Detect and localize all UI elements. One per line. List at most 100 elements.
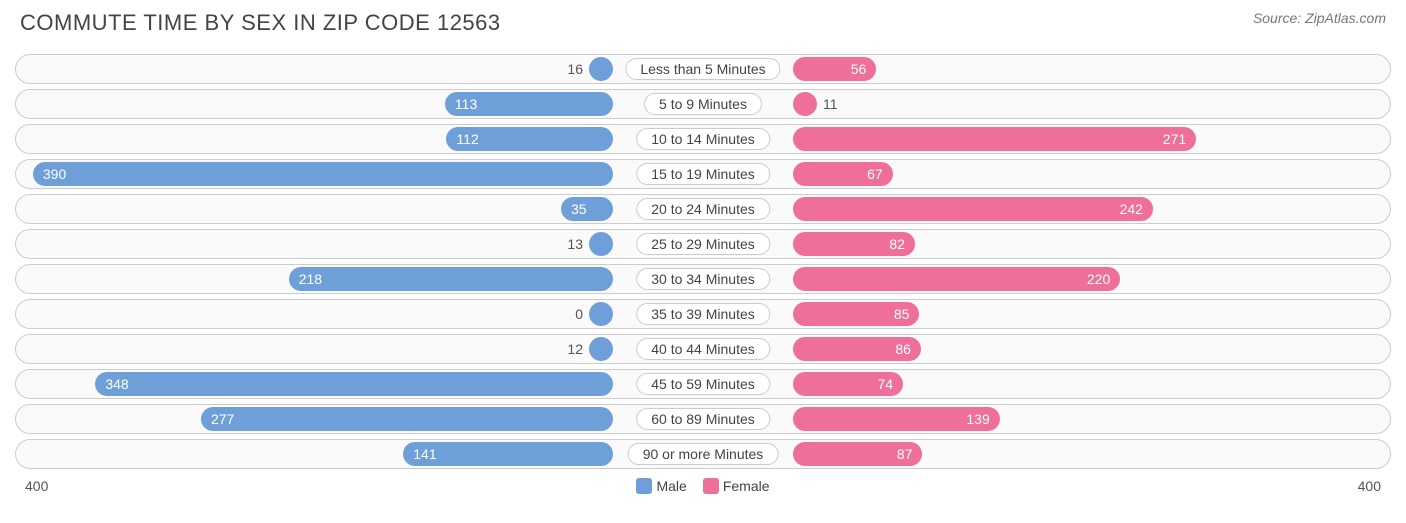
category-label: 10 to 14 Minutes xyxy=(636,128,770,150)
male-value: 112 xyxy=(456,131,478,147)
male-value: 16 xyxy=(567,57,583,81)
female-half: 87 xyxy=(703,442,1388,466)
axis-right-max: 400 xyxy=(1358,478,1381,494)
category-label: Less than 5 Minutes xyxy=(625,58,780,80)
female-value: 56 xyxy=(851,61,867,77)
legend-male-label: Male xyxy=(656,478,686,494)
chart-row: 35 242 20 to 24 Minutes xyxy=(15,194,1391,224)
category-label: 30 to 34 Minutes xyxy=(636,268,770,290)
male-bar: 390 xyxy=(33,162,613,186)
chart-row: 0 85 35 to 39 Minutes xyxy=(15,299,1391,329)
legend-female: Female xyxy=(703,478,770,494)
female-value: 139 xyxy=(966,411,989,427)
male-bar: 113 xyxy=(445,92,613,116)
male-half: 35 xyxy=(18,197,703,221)
female-half: 11 xyxy=(703,92,1388,116)
female-bar: 87 xyxy=(793,442,922,466)
female-half: 67 xyxy=(703,162,1388,186)
male-value: 13 xyxy=(567,232,583,256)
category-label: 20 to 24 Minutes xyxy=(636,198,770,220)
female-value: 85 xyxy=(894,306,910,322)
male-bar: 218 xyxy=(289,267,613,291)
male-value: 390 xyxy=(43,166,66,182)
chart-row: 13 82 25 to 29 Minutes xyxy=(15,229,1391,259)
female-bar: 82 xyxy=(793,232,915,256)
chart-header: COMMUTE TIME BY SEX IN ZIP CODE 12563 So… xyxy=(15,10,1391,36)
chart-row: 390 67 15 to 19 Minutes xyxy=(15,159,1391,189)
chart-row: 277 139 60 to 89 Minutes xyxy=(15,404,1391,434)
female-bar: 271 xyxy=(793,127,1196,151)
male-bar: 112 xyxy=(446,127,613,151)
chart-legend: Male Female xyxy=(636,478,769,494)
female-half: 271 xyxy=(703,127,1388,151)
category-label: 5 to 9 Minutes xyxy=(644,93,762,115)
male-half: 277 xyxy=(18,407,703,431)
male-value: 348 xyxy=(105,376,128,392)
female-bar: 242 xyxy=(793,197,1153,221)
female-half: 86 xyxy=(703,337,1388,361)
male-bar: 348 xyxy=(95,372,613,396)
female-half: 220 xyxy=(703,267,1388,291)
female-value: 86 xyxy=(895,341,911,357)
male-bar xyxy=(589,57,613,81)
female-half: 82 xyxy=(703,232,1388,256)
chart-row: 113 11 5 to 9 Minutes xyxy=(15,89,1391,119)
female-half: 56 xyxy=(703,57,1388,81)
chart-row: 128640 to 44 Minutes xyxy=(15,334,1391,364)
female-bar: 67 xyxy=(793,162,893,186)
chart-row: 348 74 45 to 59 Minutes xyxy=(15,369,1391,399)
female-half: 85 xyxy=(703,302,1388,326)
female-half: 74 xyxy=(703,372,1388,396)
male-value: 113 xyxy=(455,96,477,112)
female-bar xyxy=(793,92,817,116)
legend-male: Male xyxy=(636,478,686,494)
female-bar: 86 xyxy=(793,337,921,361)
male-half: 113 xyxy=(18,92,703,116)
male-half: 13 xyxy=(18,232,703,256)
female-bar: 56 xyxy=(793,57,876,81)
male-value: 277 xyxy=(211,411,234,427)
category-label: 25 to 29 Minutes xyxy=(636,233,770,255)
male-value: 141 xyxy=(413,446,436,462)
chart-container: COMMUTE TIME BY SEX IN ZIP CODE 12563 So… xyxy=(0,0,1406,523)
female-value: 74 xyxy=(877,376,893,392)
female-half: 242 xyxy=(703,197,1388,221)
male-half: 348 xyxy=(18,372,703,396)
chart-title: COMMUTE TIME BY SEX IN ZIP CODE 12563 xyxy=(20,10,501,36)
male-bar xyxy=(589,337,613,361)
male-value: 0 xyxy=(575,302,583,326)
chart-row: 218 220 30 to 34 Minutes xyxy=(15,264,1391,294)
male-bar xyxy=(589,302,613,326)
male-half: 390 xyxy=(18,162,703,186)
female-value: 271 xyxy=(1163,131,1186,147)
male-bar: 141 xyxy=(403,442,613,466)
male-bar xyxy=(589,232,613,256)
female-half: 139 xyxy=(703,407,1388,431)
female-value: 67 xyxy=(867,166,883,182)
female-value: 220 xyxy=(1087,271,1110,287)
axis-left-max: 400 xyxy=(25,478,48,494)
male-value: 218 xyxy=(299,271,322,287)
category-label: 45 to 59 Minutes xyxy=(636,373,770,395)
female-bar: 74 xyxy=(793,372,903,396)
chart-row: 141 87 90 or more Minutes xyxy=(15,439,1391,469)
category-label: 15 to 19 Minutes xyxy=(636,163,770,185)
chart-source: Source: ZipAtlas.com xyxy=(1253,10,1386,26)
swatch-female xyxy=(703,478,719,494)
female-bar: 220 xyxy=(793,267,1120,291)
chart-row: 112 271 10 to 14 Minutes xyxy=(15,124,1391,154)
male-value: 35 xyxy=(571,201,587,217)
category-label: 35 to 39 Minutes xyxy=(636,303,770,325)
category-label: 60 to 89 Minutes xyxy=(636,408,770,430)
male-value: 12 xyxy=(567,337,583,361)
male-half: 141 xyxy=(18,442,703,466)
female-bar: 139 xyxy=(793,407,1000,431)
chart-row: 16 56 Less than 5 Minutes xyxy=(15,54,1391,84)
male-half: 0 xyxy=(18,302,703,326)
male-bar: 35 xyxy=(561,197,613,221)
category-label: 90 or more Minutes xyxy=(628,443,779,465)
female-value: 87 xyxy=(897,446,913,462)
male-half: 16 xyxy=(18,57,703,81)
female-value: 11 xyxy=(823,92,838,116)
male-half: 112 xyxy=(18,127,703,151)
